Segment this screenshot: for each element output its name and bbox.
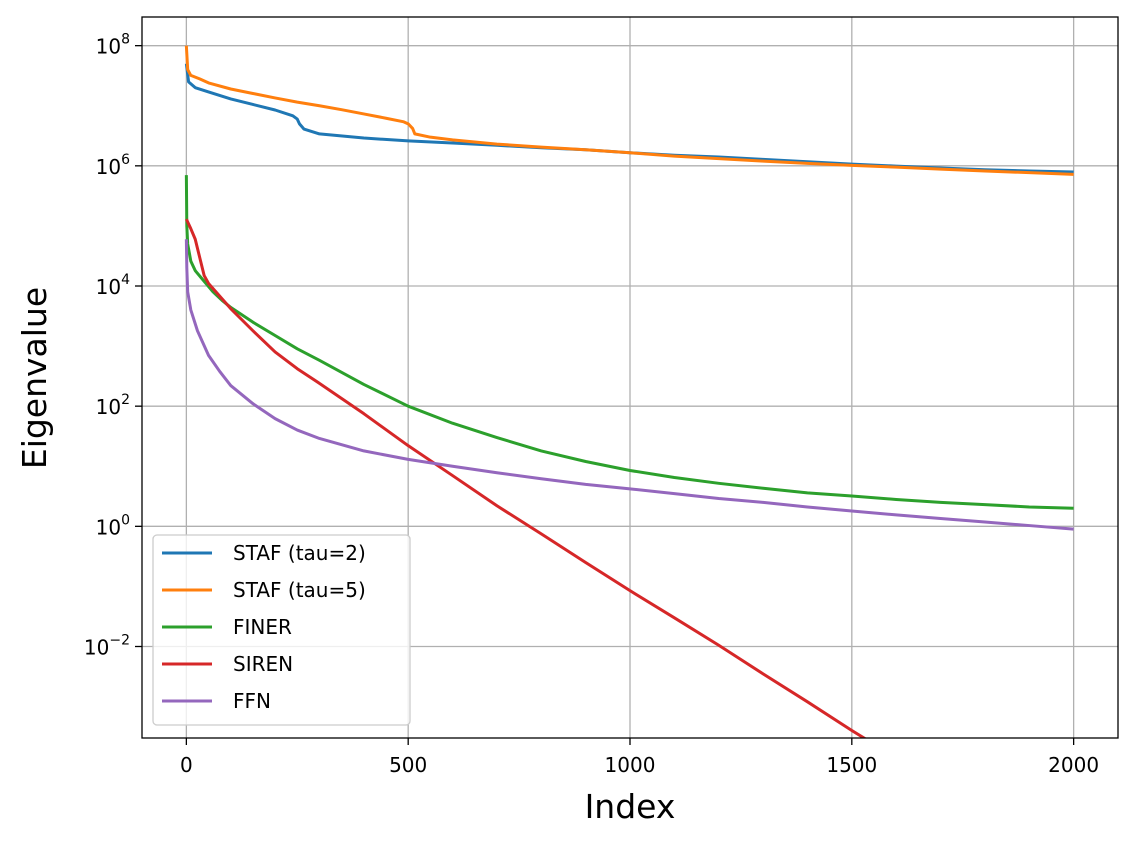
x-tick-label-1: 500	[389, 753, 427, 777]
y-tick-label-1: 100	[96, 512, 130, 539]
y-tick-label-3: 104	[96, 272, 130, 299]
x-tick-label-2: 1000	[605, 753, 656, 777]
axis-ticks: 0 500 1000 1500 2000 10−2 100 102 104 106 108	[84, 32, 1099, 777]
series-lines	[184, 45, 1074, 738]
legend-label-1: STAF (tau=5)	[233, 578, 366, 602]
y-tick-label-4: 106	[96, 152, 130, 179]
y-tick-label-0: 10−2	[84, 633, 130, 660]
legend-label-2: FINER	[233, 615, 292, 639]
x-tick-label-3: 1500	[826, 753, 877, 777]
series-line-4	[184, 239, 1074, 531]
series-line-3	[184, 218, 867, 738]
y-tick-label-5: 108	[96, 32, 130, 59]
x-tick-label-0: 0	[180, 753, 193, 777]
legend-label-0: STAF (tau=2)	[233, 541, 366, 565]
series-line-2	[184, 175, 1074, 510]
x-tick-label-4: 2000	[1048, 753, 1099, 777]
series-line-1	[184, 45, 1074, 176]
legend-label-3: SIREN	[233, 652, 293, 676]
y-tick-label-2: 102	[96, 392, 130, 419]
x-axis-title: Index	[585, 787, 676, 826]
y-axis-title: Eigenvalue	[15, 287, 54, 469]
grid-lines	[142, 17, 1118, 738]
legend-label-4: FFN	[233, 689, 271, 713]
legend-box	[152, 534, 411, 726]
legend: STAF (tau=2) STAF (tau=5) FINER SIREN FFN	[152, 534, 411, 726]
